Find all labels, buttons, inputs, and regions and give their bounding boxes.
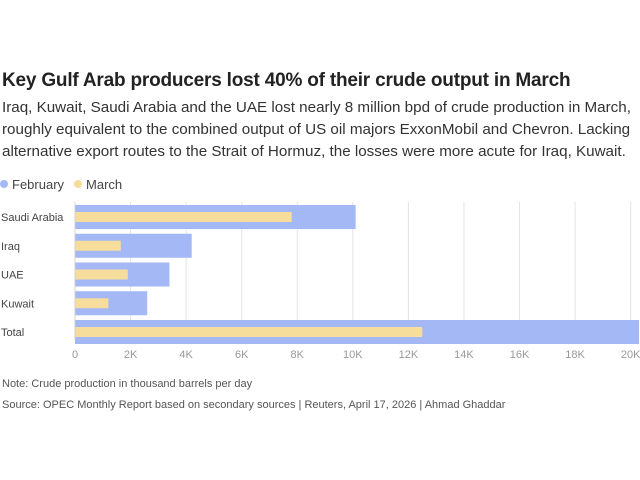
tick-label: 6K xyxy=(235,349,249,361)
tick-label: 2K xyxy=(124,349,138,361)
category-label: Kuwait xyxy=(1,298,34,310)
chart-source: Source: OPEC Monthly Report based on sec… xyxy=(2,399,506,411)
tick-label: 16K xyxy=(510,349,530,361)
bar-march xyxy=(75,298,109,309)
category-label: Saudi Arabia xyxy=(1,212,64,224)
category-label: UAE xyxy=(1,270,24,282)
bar-march xyxy=(75,269,128,280)
chart-note: Note: Crude production in thousand barre… xyxy=(2,378,253,390)
category-label: Iraq xyxy=(1,241,20,253)
tick-label: 4K xyxy=(179,349,193,361)
bar-march xyxy=(75,240,121,251)
tick-label: 10K xyxy=(343,349,363,361)
chart-title: Key Gulf Arab producers lost 40% of thei… xyxy=(2,70,571,91)
legend-label-march: March xyxy=(86,176,123,192)
chart-subtitle: Iraq, Kuwait, Saudi Arabia and the UAE l… xyxy=(2,99,631,160)
legend-swatch-march xyxy=(74,180,83,188)
category-label: Total xyxy=(1,327,24,339)
tick-label: 0 xyxy=(72,349,78,361)
legend-label-february: February xyxy=(12,176,65,192)
tick-label: 8K xyxy=(291,349,305,361)
tick-label: 12K xyxy=(399,349,419,361)
bar-march xyxy=(75,327,423,337)
bar-chart: Saudi Arabia Iraq UAE Kuwait Total 0 2K 4K 6K 8K 1… xyxy=(1,202,640,361)
tick-label: 18K xyxy=(565,349,585,361)
legend-swatch-february xyxy=(0,180,8,188)
legend: February March xyxy=(0,176,132,192)
tick-label: 14K xyxy=(454,349,474,361)
bar-march xyxy=(75,212,292,222)
tick-label: 20K xyxy=(621,349,640,361)
legend-item-march: March xyxy=(74,177,122,192)
legend-item-february: February xyxy=(0,177,64,192)
